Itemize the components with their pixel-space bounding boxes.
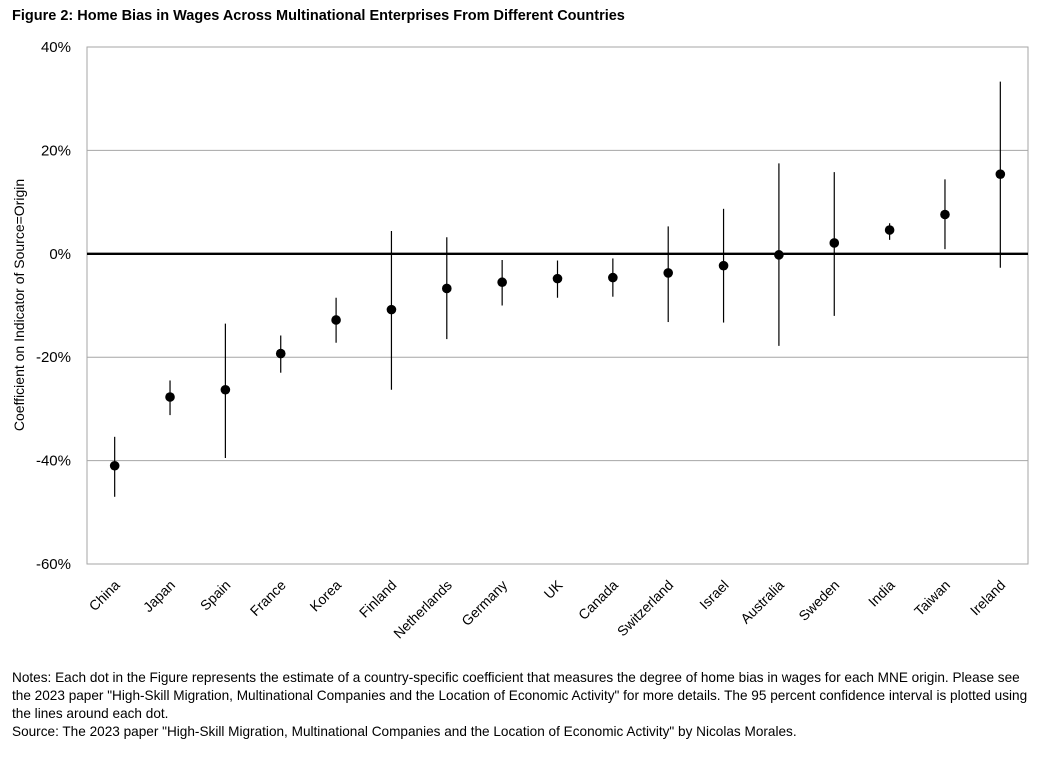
data-point [774, 250, 784, 260]
source-text: Source: The 2023 paper "High-Skill Migra… [12, 724, 797, 739]
x-tick-label: Spain [197, 577, 234, 614]
x-tick-label: Netherlands [390, 577, 455, 642]
notes-text: Notes: Each dot in the Figure represents… [12, 670, 1028, 721]
y-axis-title: Coefficient on Indicator of Source=Origi… [11, 179, 27, 431]
data-point [441, 283, 452, 294]
data-point [165, 392, 175, 402]
y-tick-label: -40% [36, 453, 71, 470]
chart: -60% -40% -20% 0% 20% 40% China Japan Spain Fran… [11, 39, 1029, 642]
x-axis-labels: China Japan Spain France Korea FinlandNetherl… [86, 576, 1009, 641]
x-tick-label: UK [541, 576, 567, 602]
x-tick-label: Sweden [795, 577, 842, 624]
data-point [497, 277, 507, 288]
x-tick-label: China [86, 577, 123, 614]
y-tick-label: -20% [36, 349, 71, 366]
data-point [331, 315, 341, 325]
y-tick-label: 0% [49, 246, 71, 263]
x-tick-label: Japan [140, 577, 178, 615]
x-tick-label: Taiwan [911, 577, 953, 619]
gridlines [86, 46, 1029, 565]
x-tick-label: Israel [696, 577, 732, 613]
x-tick-label: India [865, 577, 898, 610]
data-point [275, 348, 286, 359]
x-tick-label: France [247, 577, 289, 619]
data-point [718, 260, 729, 271]
data-point [663, 268, 674, 278]
x-tick-label: Australia [737, 577, 787, 627]
data-points [109, 169, 1006, 471]
data-point [884, 225, 895, 235]
x-tick-label: Korea [306, 577, 344, 615]
figure-notes: Notes: Each dot in the Figure represents… [12, 669, 1040, 741]
y-tick-label: 20% [41, 142, 71, 159]
x-tick-label: Switzerland [614, 577, 676, 639]
data-point [109, 460, 120, 471]
x-tick-label: Germany [458, 577, 510, 629]
y-tick-label: 40% [41, 39, 71, 56]
error-bars [114, 81, 1001, 497]
chart-title: Figure 2: Home Bias in Wages Across Mult… [12, 8, 625, 24]
x-tick-label: Finland [356, 577, 400, 621]
data-point [995, 169, 1006, 179]
data-point [386, 304, 397, 315]
x-tick-label: Canada [575, 577, 621, 623]
plot-area-border [86, 46, 1029, 565]
data-point [940, 209, 950, 220]
data-point [829, 238, 840, 248]
y-axis-ticks: -60% -40% -20% 0% 20% 40% [36, 39, 71, 573]
data-point [552, 273, 563, 284]
data-point [608, 272, 618, 283]
y-tick-label: -60% [36, 556, 71, 573]
x-tick-label: Ireland [967, 577, 1009, 619]
data-point [220, 384, 231, 395]
